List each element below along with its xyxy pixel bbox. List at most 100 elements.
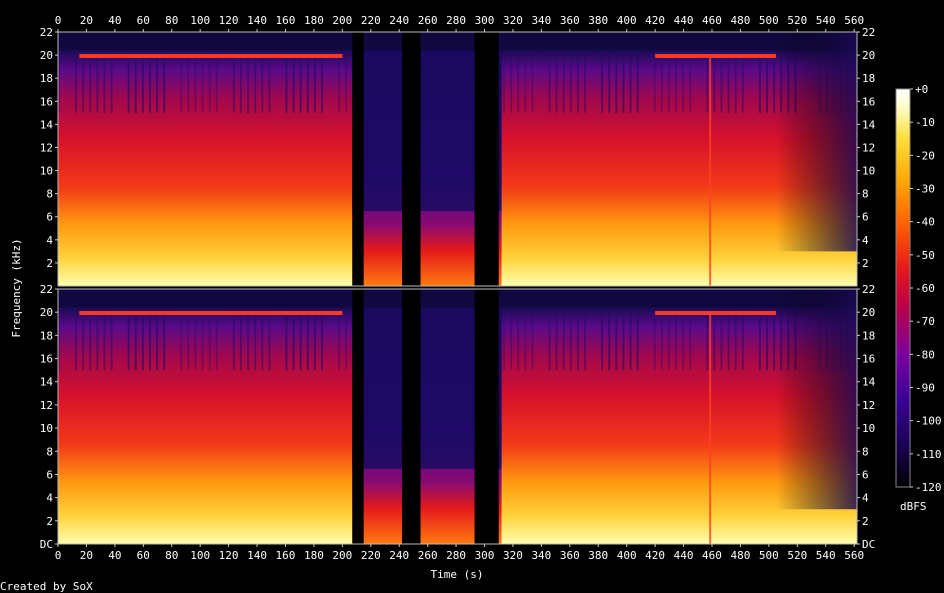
- silent-gap: [352, 289, 364, 544]
- x-tick-label: 140: [247, 14, 267, 27]
- y-tick-label: 2: [46, 515, 53, 528]
- hf-texture-left: [254, 55, 257, 113]
- x-tick-label: 280: [446, 549, 466, 562]
- x-tick-label: 380: [588, 549, 608, 562]
- hf-texture-left: [285, 55, 288, 113]
- x-tick-label: 460: [702, 14, 722, 27]
- y-axis-label: Frequency (kHz): [10, 238, 23, 337]
- x-tick-label: 420: [645, 549, 665, 562]
- hf-texture-right: [576, 312, 579, 371]
- hf-texture-right: [773, 312, 776, 371]
- hf-texture-left: [247, 55, 250, 113]
- colorbar-tick-label: -70: [915, 315, 935, 328]
- y-tick-label: 16: [40, 95, 53, 108]
- hf-texture-left: [569, 55, 572, 113]
- hf-texture-right: [345, 312, 348, 371]
- hf-texture-right: [187, 312, 190, 371]
- hf-texture-left: [720, 55, 723, 113]
- hf-texture-right: [247, 312, 250, 371]
- x-tick-label: 560: [844, 14, 864, 27]
- y-tick-label: 12: [862, 399, 875, 412]
- hf-texture-right: [727, 312, 730, 371]
- hf-texture-right: [156, 312, 159, 371]
- hf-texture-left: [548, 55, 551, 113]
- y-tick-label: 10: [862, 165, 875, 178]
- hf-texture-left: [96, 55, 99, 113]
- hf-texture-left: [675, 55, 678, 113]
- hf-texture-left: [766, 55, 769, 113]
- hf-texture-right: [163, 312, 166, 371]
- y-tick-label: 12: [862, 141, 875, 154]
- hf-texture-left: [163, 55, 166, 113]
- hf-texture-left: [127, 55, 130, 113]
- y-tick-label: 8: [46, 445, 53, 458]
- hf-texture-right: [622, 312, 625, 371]
- y-tick-label: 18: [862, 72, 875, 85]
- hf-tone-band: [655, 311, 776, 316]
- x-tick-label: 360: [560, 549, 580, 562]
- x-tick-label: 280: [446, 14, 466, 27]
- hf-texture-right: [524, 312, 527, 371]
- hf-texture-right: [569, 312, 572, 371]
- y-tick-label: 8: [862, 445, 869, 458]
- y-tick-label: 16: [862, 95, 875, 108]
- colorbar-tick-label: -100: [915, 415, 942, 428]
- x-tick-label: 180: [304, 14, 324, 27]
- x-tick-label: 340: [531, 549, 551, 562]
- x-tick-label: 340: [531, 14, 551, 27]
- x-tick-label: 240: [389, 14, 409, 27]
- hf-texture-right: [254, 312, 257, 371]
- y-tick-label: 16: [862, 353, 875, 366]
- hf-texture-right: [103, 312, 106, 371]
- hf-texture-right: [127, 312, 130, 371]
- hf-texture-right: [706, 312, 709, 371]
- hf-texture-left: [134, 55, 137, 113]
- hf-texture-right: [682, 312, 685, 371]
- colorbar-tick-label: -90: [915, 382, 935, 395]
- silent-gap: [474, 289, 499, 544]
- hf-tone-band: [655, 53, 776, 58]
- x-tick-label: 0: [55, 549, 62, 562]
- x-axis-label: Time (s): [431, 568, 484, 581]
- hf-texture-right: [608, 312, 611, 371]
- hf-texture-left: [194, 55, 197, 113]
- y-tick-label: 2: [862, 257, 869, 270]
- panel-frame: [57, 31, 858, 287]
- x-tick-label: 40: [108, 14, 121, 27]
- hf-texture-right: [306, 312, 309, 371]
- colorbar-label: dBFS: [900, 500, 927, 513]
- hf-texture-left: [208, 55, 211, 113]
- y-tick-label: 16: [40, 353, 53, 366]
- y-tick-label: 12: [40, 141, 53, 154]
- hf-texture-right: [741, 312, 744, 371]
- x-tick-label: 360: [560, 14, 580, 27]
- hf-texture-left: [667, 55, 670, 113]
- hf-texture-right: [713, 312, 716, 371]
- hf-texture-right: [667, 312, 670, 371]
- hf-texture-right: [562, 312, 565, 371]
- hf-texture-left: [653, 55, 656, 113]
- y-tick-label: 6: [862, 211, 869, 224]
- hf-texture-right: [194, 312, 197, 371]
- hf-texture-right: [321, 312, 324, 371]
- y-tick-label: 4: [862, 492, 869, 505]
- hf-texture-right: [268, 312, 271, 371]
- hf-texture-left: [345, 55, 348, 113]
- hf-texture-left: [187, 55, 190, 113]
- colorbar-tick-label: -80: [915, 348, 935, 361]
- hf-texture-right: [689, 312, 692, 371]
- x-tick-label: 460: [702, 549, 722, 562]
- hf-texture-left: [660, 55, 663, 113]
- hf-texture-right: [636, 312, 639, 371]
- x-tick-label: 40: [108, 549, 121, 562]
- y-tick-label: 20: [862, 49, 875, 62]
- hf-texture-left: [562, 55, 565, 113]
- x-tick-label: 320: [503, 549, 523, 562]
- x-tick-label: 440: [674, 549, 694, 562]
- hf-texture-right: [758, 312, 761, 371]
- hf-texture-left: [232, 55, 235, 113]
- x-tick-label: 320: [503, 14, 523, 27]
- hf-texture-left: [180, 55, 183, 113]
- hf-texture-left: [608, 55, 611, 113]
- fade-out-region: [775, 289, 857, 510]
